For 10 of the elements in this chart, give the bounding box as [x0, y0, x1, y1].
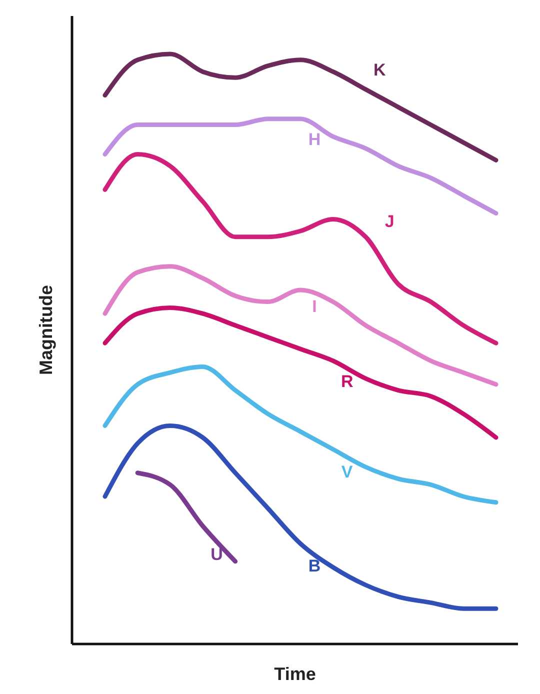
series-label: R [340, 372, 354, 391]
series-label: H [308, 130, 321, 149]
series-label: V [341, 462, 354, 482]
x-axis-title: Time [274, 664, 316, 684]
series-label: B [308, 556, 321, 576]
series-label: U [210, 545, 223, 564]
series-label: K [374, 60, 387, 80]
series-label: J [384, 212, 394, 231]
y-axis-title: Magnitude [36, 285, 56, 375]
series-label: I [312, 297, 317, 316]
